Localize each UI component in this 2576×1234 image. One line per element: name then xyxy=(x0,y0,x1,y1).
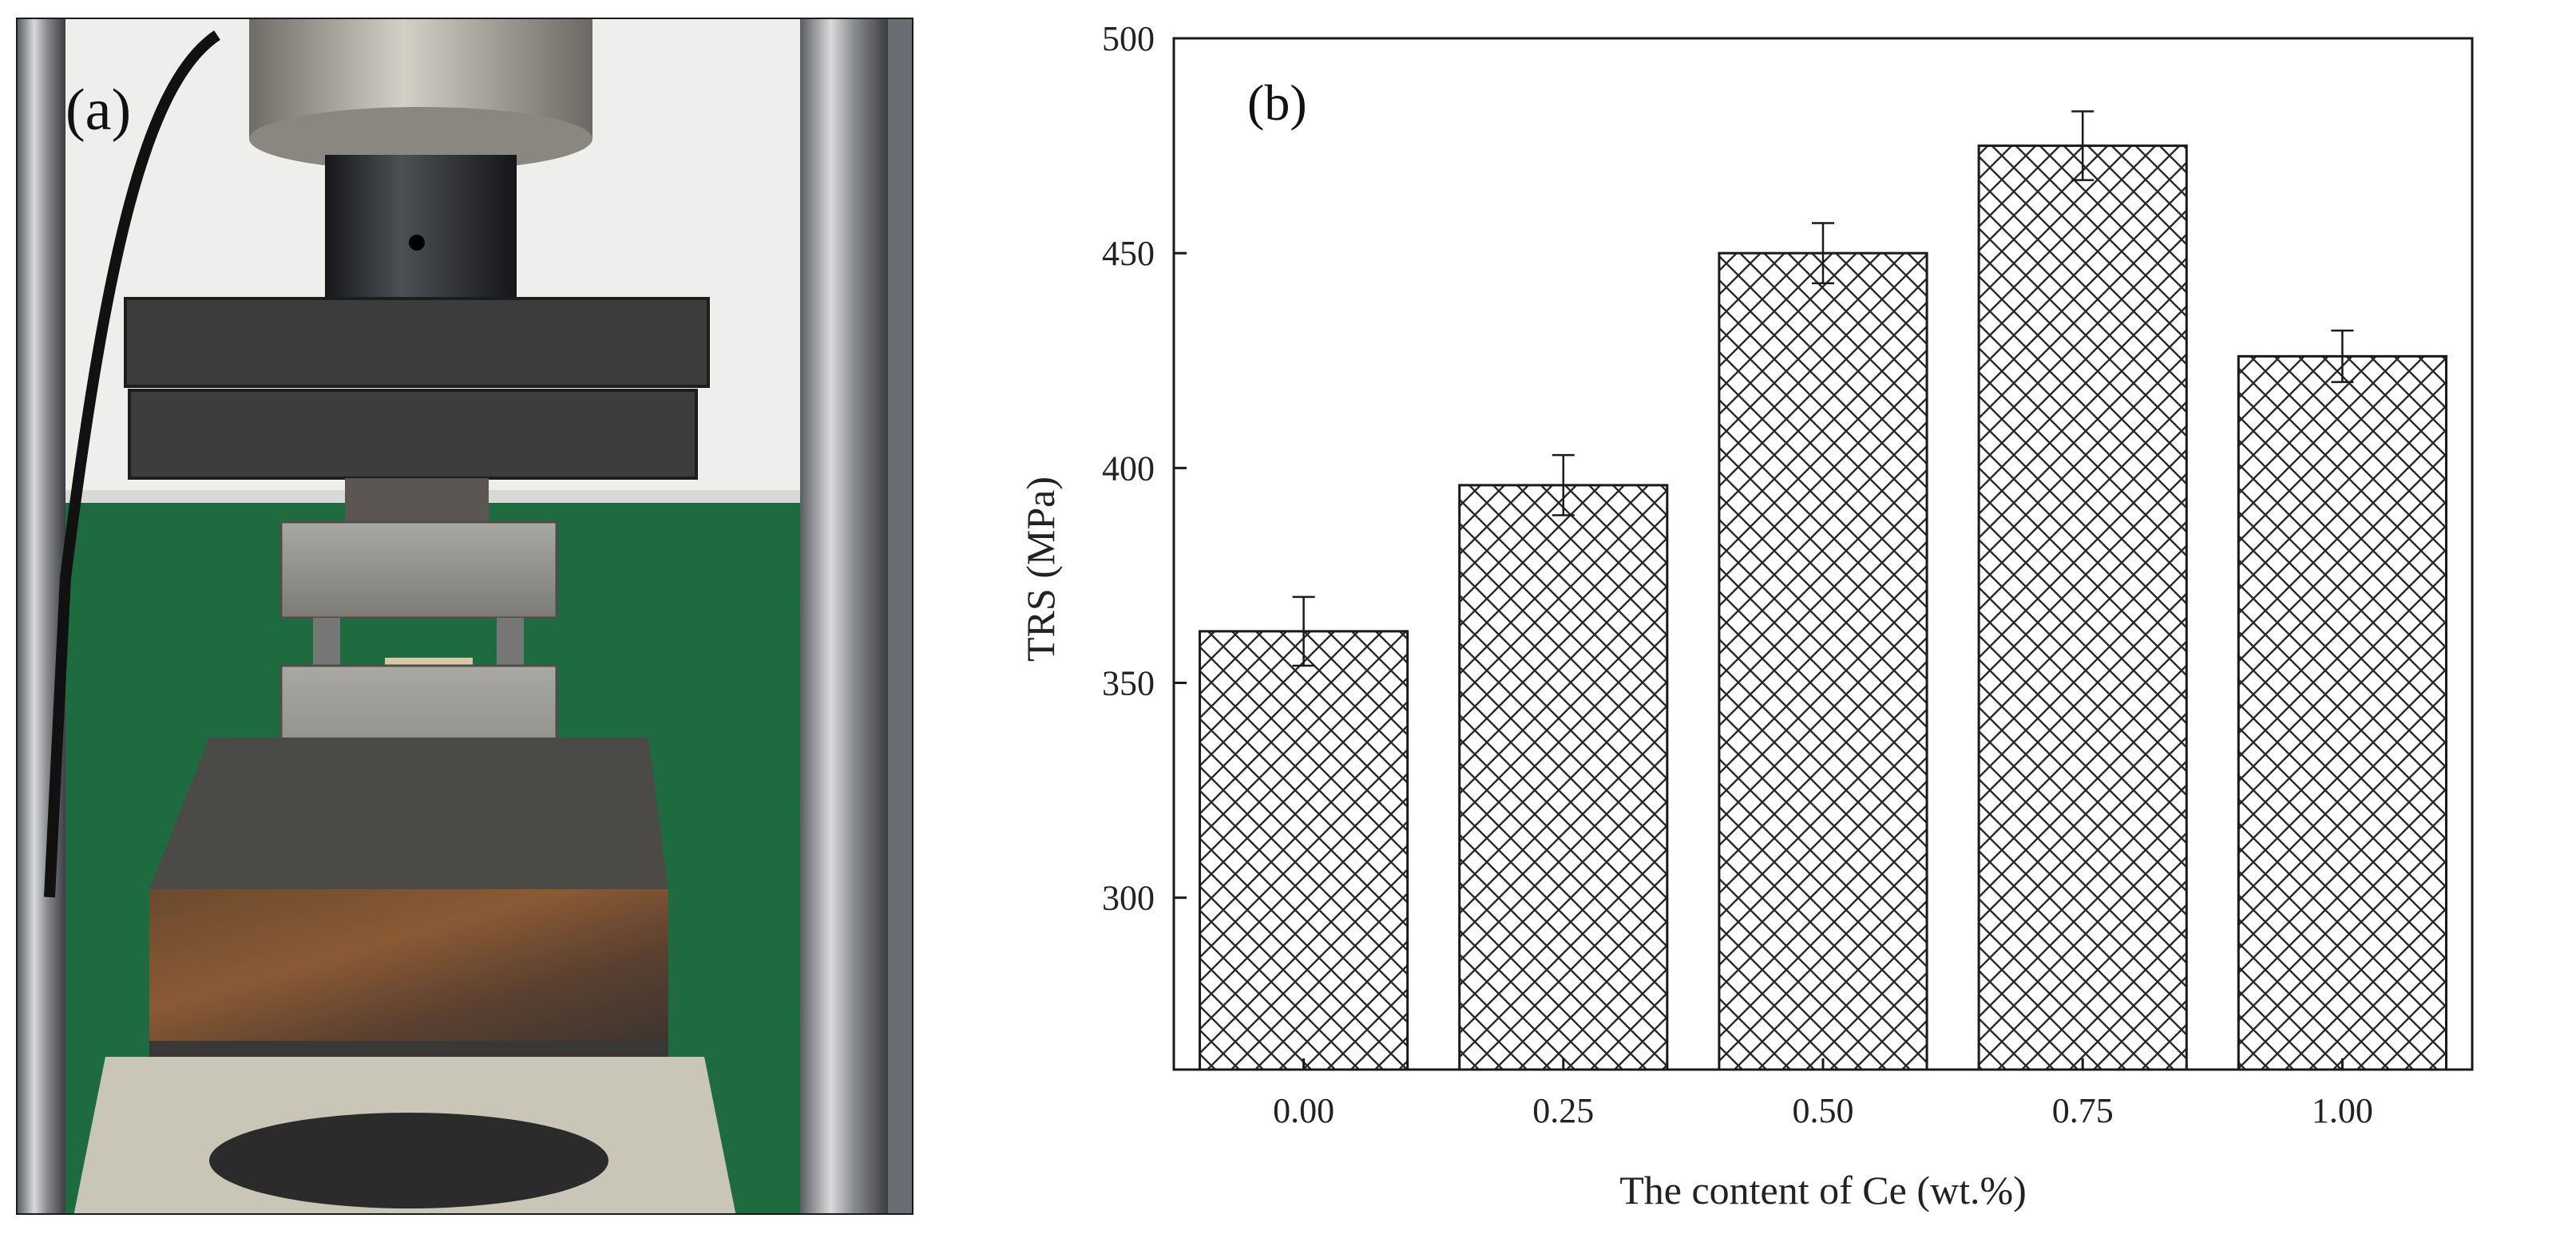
bars xyxy=(1199,144,2447,1071)
error-bars xyxy=(1292,110,2354,667)
bar-0.00 xyxy=(1199,630,1409,1071)
testing-machine-photo xyxy=(18,19,912,1213)
trs-bar-chart: 300 350 400 450 500 0.00 0.25 0.50 0.75 1.00 (b)… xyxy=(1018,19,2474,1212)
photo-panel-testing-machine: (a) xyxy=(16,18,913,1215)
x-tick-label: 0.00 xyxy=(1273,1091,1334,1130)
x-tick-label: 0.50 xyxy=(1793,1091,1854,1130)
error-bar-0.00 xyxy=(1292,595,1315,667)
bar-0.75 xyxy=(1977,144,2188,1071)
error-bar-0.50 xyxy=(1812,222,1834,285)
y-axis-title: TRS (MPa) xyxy=(1018,477,1063,662)
panel-label-b: (b) xyxy=(1247,74,1307,131)
x-tick-label: 0.75 xyxy=(2052,1091,2114,1130)
y-tick-label: 350 xyxy=(1102,664,1155,703)
bar-0.50 xyxy=(1718,251,1928,1071)
panel-label-a: (a) xyxy=(65,77,132,143)
error-bar-0.25 xyxy=(1552,453,1575,516)
x-axis-title: The content of Ce (wt.%) xyxy=(1619,1168,2027,1212)
y-axis-ticks: 300 350 400 450 500 xyxy=(1102,19,1187,918)
y-tick-label: 450 xyxy=(1102,234,1155,273)
y-tick-label: 300 xyxy=(1102,879,1155,918)
y-tick-label: 500 xyxy=(1102,19,1155,58)
error-bar-0.75 xyxy=(2071,110,2094,181)
chart-panel: 300 350 400 450 500 0.00 0.25 0.50 0.75 1.00 (b)… xyxy=(984,0,2576,1234)
bar-1.00 xyxy=(2237,354,2447,1071)
x-tick-label: 1.00 xyxy=(2312,1091,2373,1130)
error-bar-1.00 xyxy=(2331,329,2354,383)
x-tick-label: 0.25 xyxy=(1532,1091,1594,1130)
bar-0.25 xyxy=(1458,484,1669,1071)
y-tick-label: 400 xyxy=(1102,449,1155,488)
x-axis-ticks: 0.00 0.25 0.50 0.75 1.00 xyxy=(1273,1058,2373,1130)
